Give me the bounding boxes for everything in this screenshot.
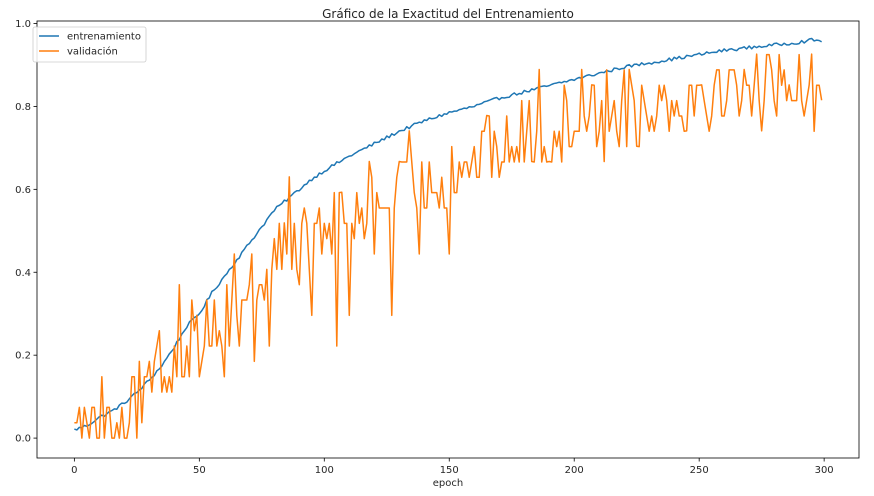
legend-label-validacion: validación xyxy=(67,46,118,58)
plot-frame xyxy=(36,20,860,459)
y-tick-label: 1.0 xyxy=(15,19,31,30)
legend-box xyxy=(32,26,147,63)
x-tick-label: 50 xyxy=(193,465,206,476)
legend: entrenamiento validación xyxy=(32,26,147,63)
plot-area xyxy=(36,20,860,459)
chart-title: Gráfico de la Exactitud del Entrenamient… xyxy=(322,7,574,21)
x-tick-label: 150 xyxy=(440,465,459,476)
x-tick-label: 300 xyxy=(815,465,834,476)
y-tick-label: 0.4 xyxy=(15,268,31,279)
x-tick-label: 100 xyxy=(315,465,334,476)
series-layer xyxy=(74,37,823,439)
y-axis: 0.0 0.2 0.4 0.6 0.8 1.0 xyxy=(15,19,37,445)
x-tick-label: 0 xyxy=(71,465,77,476)
x-axis-label: epoch xyxy=(433,478,463,489)
series-line-entrenamiento xyxy=(74,37,822,431)
legend-label-entrenamiento: entrenamiento xyxy=(67,32,141,43)
x-tick-label: 200 xyxy=(565,465,584,476)
y-tick-label: 0.0 xyxy=(15,434,31,445)
x-axis: 0 50 100 150 200 250 300 xyxy=(71,458,834,476)
x-tick-label: 250 xyxy=(690,465,709,476)
y-tick-label: 0.2 xyxy=(15,351,31,362)
y-tick-label: 0.6 xyxy=(15,185,31,196)
y-tick-label: 0.8 xyxy=(15,102,31,113)
series-line-validacion xyxy=(74,53,823,439)
